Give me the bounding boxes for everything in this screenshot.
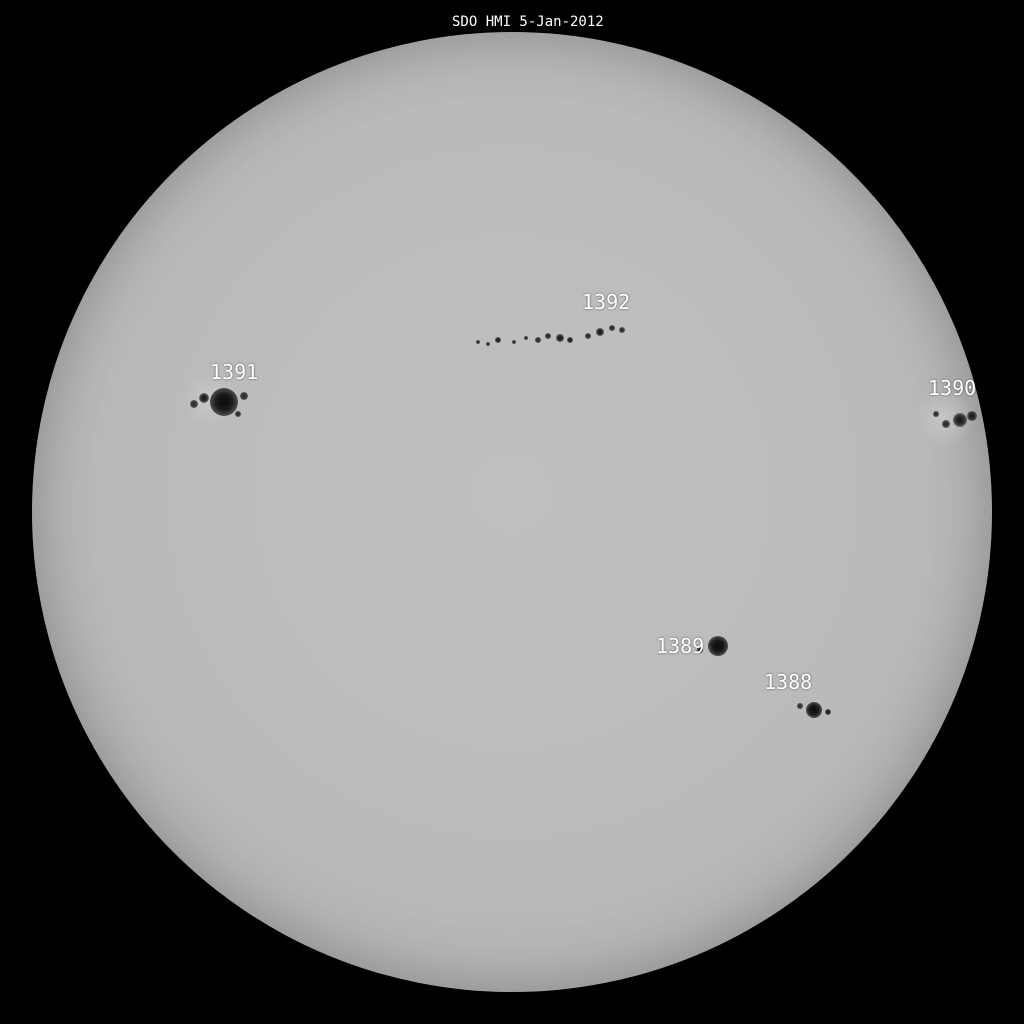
sunspot-1389 [708, 636, 728, 656]
sunspot-1388 [806, 702, 822, 718]
region-label-1392: 1392 [582, 290, 630, 314]
sunspot-1392 [476, 340, 480, 344]
sunspot-1390 [967, 411, 977, 421]
region-label-1391: 1391 [210, 360, 258, 384]
sunspot-1392 [567, 337, 573, 343]
region-label-1390: 1390 [928, 376, 976, 400]
sunspot-1391 [235, 411, 241, 417]
sunspot-1392 [486, 342, 490, 346]
solar-image-canvas: SDO HMI 5-Jan-2012 1388 1389 1390 1391 1392 [0, 0, 1024, 1024]
sunspot-1392 [619, 327, 625, 333]
region-label-1389: 1389 [656, 634, 704, 658]
sunspot-1392 [512, 340, 516, 344]
region-label-1388: 1388 [764, 670, 812, 694]
sunspot-1392 [535, 337, 541, 343]
sunspot-1390 [953, 413, 967, 427]
sunspot-1390 [942, 420, 950, 428]
sunspot-1391 [240, 392, 248, 400]
image-title: SDO HMI 5-Jan-2012 [452, 14, 604, 30]
sunspot-1391 [210, 388, 238, 416]
sunspot-1392 [609, 325, 615, 331]
sunspot-1392 [585, 333, 591, 339]
sunspot-1392 [596, 328, 604, 336]
sunspot-1388 [797, 703, 803, 709]
sunspot-1392 [556, 334, 564, 342]
sunspot-1391 [190, 400, 198, 408]
sunspot-1390 [933, 411, 939, 417]
solar-disk [32, 32, 992, 992]
sunspot-1392 [495, 337, 501, 343]
sunspot-1392 [524, 336, 528, 340]
sunspot-1392 [545, 333, 551, 339]
sunspot-1388 [825, 709, 831, 715]
sunspot-1391 [199, 393, 209, 403]
